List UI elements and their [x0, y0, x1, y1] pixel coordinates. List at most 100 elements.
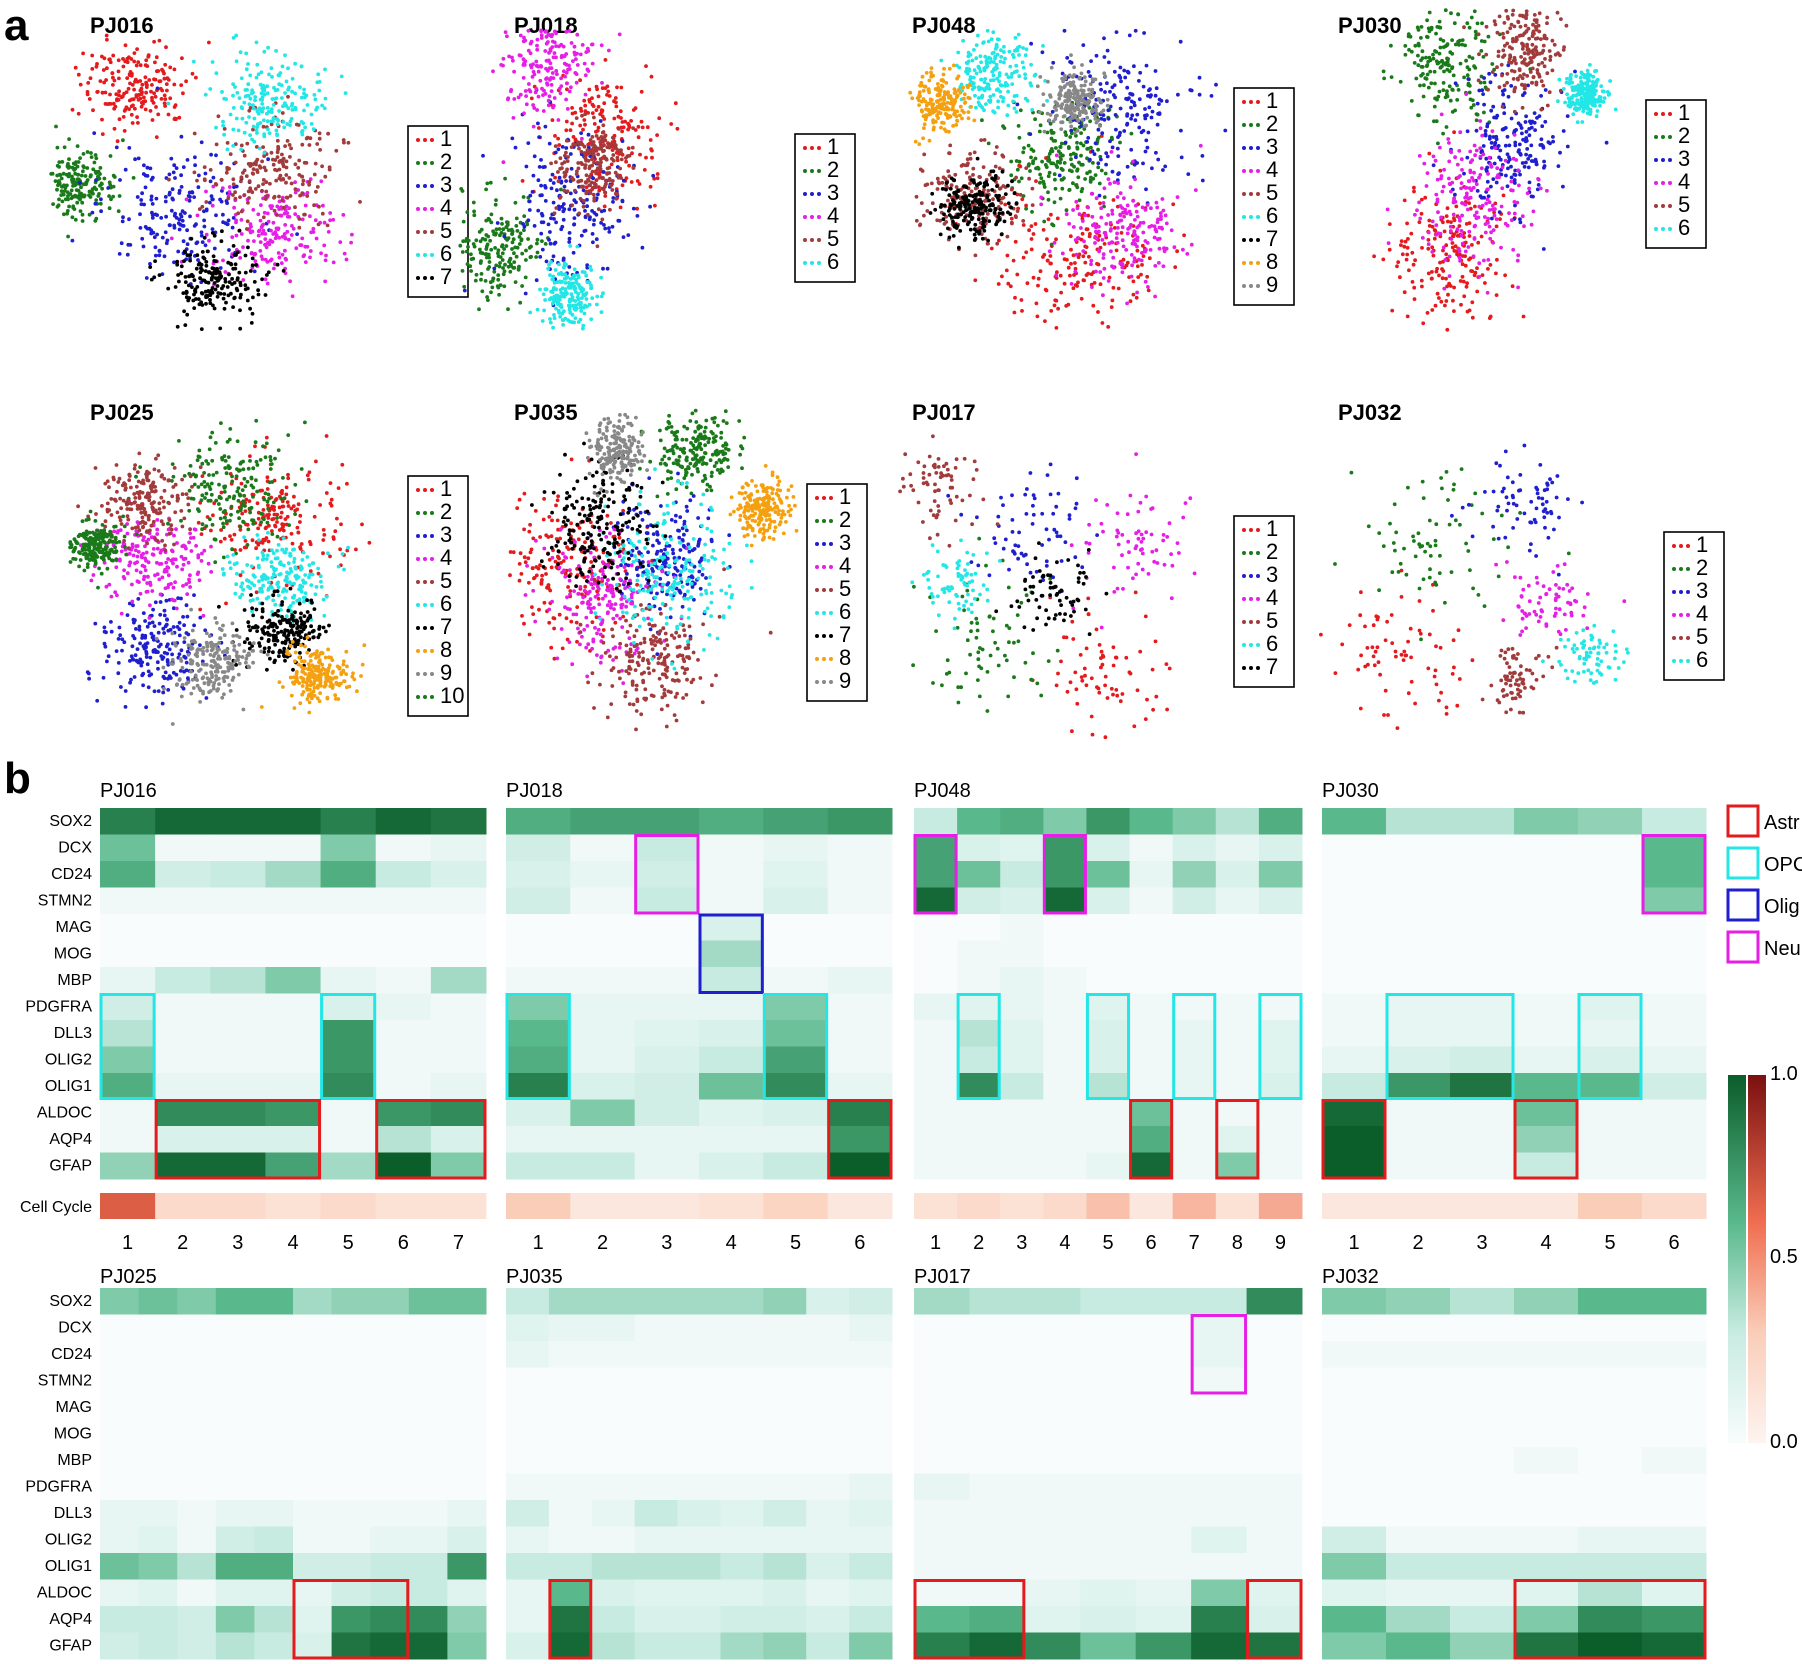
cluster-point	[1048, 261, 1053, 266]
cluster-point	[552, 211, 557, 216]
cluster-point	[1441, 88, 1446, 92]
cluster-point	[89, 151, 93, 155]
cluster-point	[1416, 63, 1421, 68]
cluster-point	[1154, 150, 1158, 155]
cluster-point	[231, 144, 236, 148]
cluster-point	[152, 77, 156, 82]
cluster-point	[285, 195, 290, 200]
cluster-point	[610, 224, 615, 229]
cluster-point	[503, 176, 507, 181]
cluster-point	[521, 57, 526, 62]
cluster-point	[238, 256, 243, 260]
cluster-point	[322, 106, 327, 111]
cluster-point	[226, 293, 231, 298]
cluster-point	[263, 232, 268, 236]
cluster-point	[245, 227, 249, 231]
cluster-point	[510, 240, 515, 245]
cluster-point	[549, 89, 554, 93]
cluster-point	[559, 84, 564, 88]
cluster-point	[999, 48, 1003, 52]
cluster-point	[1122, 129, 1127, 133]
cluster-point	[1125, 85, 1130, 90]
cluster-point	[584, 173, 589, 178]
cluster-point	[182, 259, 186, 263]
cluster-point	[293, 212, 298, 217]
cluster-point	[556, 118, 561, 122]
cluster-point	[638, 152, 642, 157]
cluster-point	[1021, 219, 1026, 223]
cluster-point	[621, 235, 626, 240]
cluster-point	[1439, 299, 1444, 304]
cluster-point	[283, 248, 287, 253]
cluster-point	[582, 151, 587, 155]
cluster-point	[1441, 220, 1445, 225]
cluster-point	[1009, 173, 1014, 178]
cluster-point	[546, 103, 551, 108]
cluster-point	[138, 226, 143, 230]
cluster-point	[579, 140, 583, 145]
cluster-point	[1495, 113, 1500, 118]
cluster-point	[941, 101, 945, 106]
cluster-point	[168, 96, 173, 101]
cluster-point	[522, 63, 527, 67]
cluster-point	[1084, 111, 1088, 115]
cluster-point	[175, 262, 180, 267]
cluster-point	[164, 45, 168, 50]
cluster-point	[61, 192, 66, 197]
cluster-point	[201, 255, 206, 260]
cluster-point	[1081, 143, 1086, 148]
cluster-point	[627, 153, 632, 158]
cluster-point	[1470, 300, 1475, 305]
cluster-point	[185, 312, 190, 317]
cluster-point	[513, 200, 518, 205]
cluster-point	[517, 53, 522, 58]
cluster-point	[126, 86, 131, 91]
cluster-point	[1067, 187, 1072, 192]
cluster-point	[947, 193, 952, 198]
cluster-point	[1103, 171, 1108, 176]
cluster-point	[1106, 177, 1111, 182]
cluster-point	[1093, 141, 1098, 146]
cluster-point	[293, 187, 298, 192]
cluster-point	[1548, 141, 1552, 146]
cluster-point	[556, 170, 560, 174]
tsne-points	[49, 33, 362, 331]
cluster-point	[239, 76, 244, 81]
cluster-point	[1435, 291, 1440, 296]
cluster-point	[328, 211, 333, 215]
cluster-point	[993, 151, 998, 156]
cluster-point	[498, 283, 503, 287]
cluster-point	[117, 194, 122, 198]
cluster-point	[939, 203, 944, 207]
cluster-point	[480, 251, 485, 256]
cluster-point	[1154, 200, 1159, 205]
cluster-point	[1139, 272, 1143, 277]
cluster-point	[560, 145, 565, 149]
cluster-point	[982, 80, 987, 85]
cluster-point	[472, 209, 476, 214]
cluster-point	[1452, 309, 1456, 313]
cluster-point	[251, 127, 255, 132]
cluster-point	[1137, 125, 1142, 130]
cluster-point	[198, 276, 203, 281]
cluster-point	[544, 29, 549, 34]
cluster-point	[130, 83, 135, 87]
cluster-point	[952, 178, 957, 183]
legend-marker	[416, 230, 420, 234]
cluster-point	[508, 256, 513, 261]
cluster-point	[73, 217, 78, 222]
cluster-point	[1046, 79, 1050, 84]
cluster-point	[571, 250, 576, 255]
cluster-point	[1172, 245, 1177, 250]
cluster-point	[275, 204, 280, 209]
cluster-point	[1465, 129, 1470, 134]
cluster-point	[1145, 274, 1150, 279]
cluster-point	[534, 255, 538, 259]
cluster-point	[1124, 211, 1129, 216]
cluster-point	[570, 295, 575, 299]
cluster-point	[538, 78, 543, 83]
cluster-point	[596, 152, 600, 157]
cluster-point	[112, 126, 117, 131]
cluster-point	[596, 94, 601, 99]
